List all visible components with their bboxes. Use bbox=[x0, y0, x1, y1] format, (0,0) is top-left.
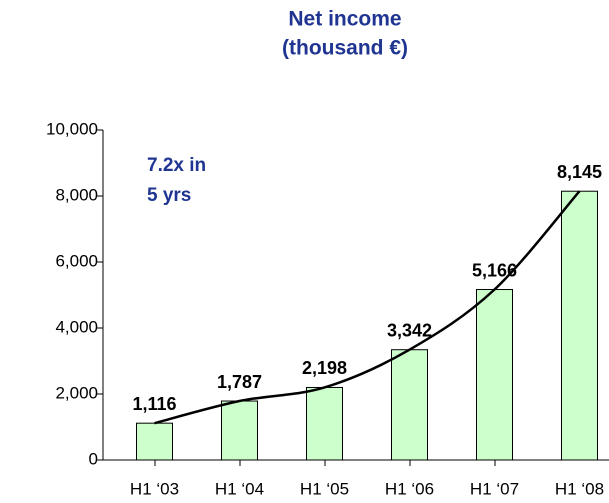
value-label vl: 1,787 bbox=[217, 372, 262, 392]
chart-title: Net income bbox=[288, 8, 401, 31]
annotation: 5 yrs bbox=[147, 185, 191, 206]
y-tick-label: 2,000 bbox=[55, 383, 98, 402]
y-tick-label: 10,000 bbox=[46, 119, 98, 138]
y-tick-label: 4,000 bbox=[55, 317, 98, 336]
trend-line bbox=[154, 190, 581, 425]
bar bbox=[306, 386, 343, 461]
value-label vl: 3,342 bbox=[387, 320, 432, 340]
bar bbox=[561, 190, 598, 461]
x-tick-label: H1 ‘07 bbox=[470, 479, 519, 498]
x-tick-label: H1 ‘04 bbox=[215, 479, 264, 498]
bar bbox=[476, 289, 513, 461]
bar bbox=[221, 400, 258, 461]
value-label vl: 2,198 bbox=[302, 358, 347, 378]
value-label vl: 1,116 bbox=[132, 394, 176, 414]
bar bbox=[136, 422, 173, 461]
x-tick-label: H1 ‘03 bbox=[130, 479, 179, 498]
x-tick-label: H1 ‘05 bbox=[300, 479, 349, 498]
x-tick-label: H1 ‘06 bbox=[385, 479, 434, 498]
bar bbox=[391, 349, 428, 461]
x-tick-label: H1 ‘08 bbox=[555, 479, 604, 498]
value-label vl: 5,166 bbox=[472, 260, 517, 280]
y-tick-label: 8,000 bbox=[55, 185, 98, 204]
chart-subtitle: (thousand €) bbox=[282, 37, 408, 60]
y-tick-label: 0 bbox=[89, 449, 98, 468]
value-label vl: 8,145 bbox=[557, 162, 602, 182]
y-tick-label: 6,000 bbox=[55, 251, 98, 270]
annotation: 7.2x in bbox=[147, 155, 206, 176]
